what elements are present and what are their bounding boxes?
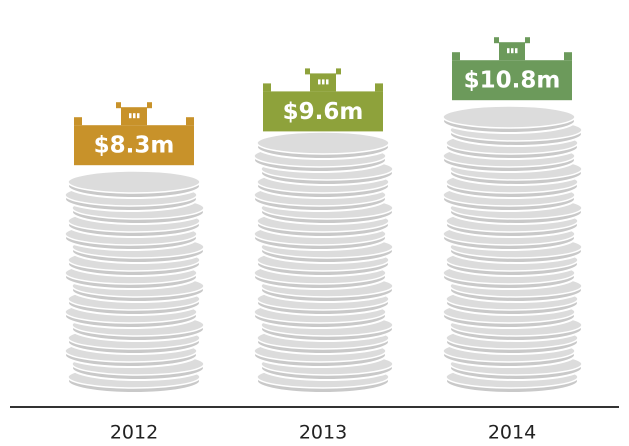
castle-left-top bbox=[305, 68, 310, 74]
castle-right-top bbox=[336, 68, 341, 74]
coin-stack bbox=[254, 132, 393, 393]
value-label: $8.3m bbox=[94, 133, 175, 159]
castle-window bbox=[511, 48, 514, 53]
castle-left bbox=[263, 83, 271, 91]
castle-left bbox=[452, 52, 460, 60]
castle-right-top bbox=[525, 37, 530, 43]
coin-face bbox=[68, 171, 200, 193]
castle-window bbox=[133, 113, 136, 118]
value-badge: $10.8m bbox=[452, 37, 572, 100]
x-tick-label: 2014 bbox=[488, 422, 536, 444]
coin-stack bbox=[443, 106, 582, 393]
castle-left bbox=[74, 117, 82, 125]
value-badge: $8.3m bbox=[74, 102, 194, 165]
chart: 2012 $8.3m 2013 $9.6m 2014 $10.8m bbox=[0, 0, 629, 446]
castle-window bbox=[322, 79, 325, 84]
x-tick-label: 2013 bbox=[299, 422, 347, 444]
castle-window bbox=[129, 113, 132, 118]
castle-right bbox=[375, 83, 383, 91]
castle-window bbox=[515, 48, 518, 53]
castle-window bbox=[137, 113, 140, 118]
castle-left-top bbox=[494, 37, 499, 43]
value-label: $10.8m bbox=[464, 68, 561, 94]
value-badge: $9.6m bbox=[263, 68, 383, 131]
castle-right bbox=[564, 52, 572, 60]
coin-face bbox=[257, 132, 389, 154]
value-label: $9.6m bbox=[283, 99, 364, 125]
castle-window bbox=[507, 48, 510, 53]
castle-window bbox=[318, 79, 321, 84]
coin-face bbox=[443, 106, 575, 128]
castle-right-top bbox=[147, 102, 152, 108]
coin-stack bbox=[65, 171, 204, 393]
castle-left-top bbox=[116, 102, 121, 108]
castle-window bbox=[326, 79, 329, 84]
x-tick-label: 2012 bbox=[110, 422, 158, 444]
castle-right bbox=[186, 117, 194, 125]
